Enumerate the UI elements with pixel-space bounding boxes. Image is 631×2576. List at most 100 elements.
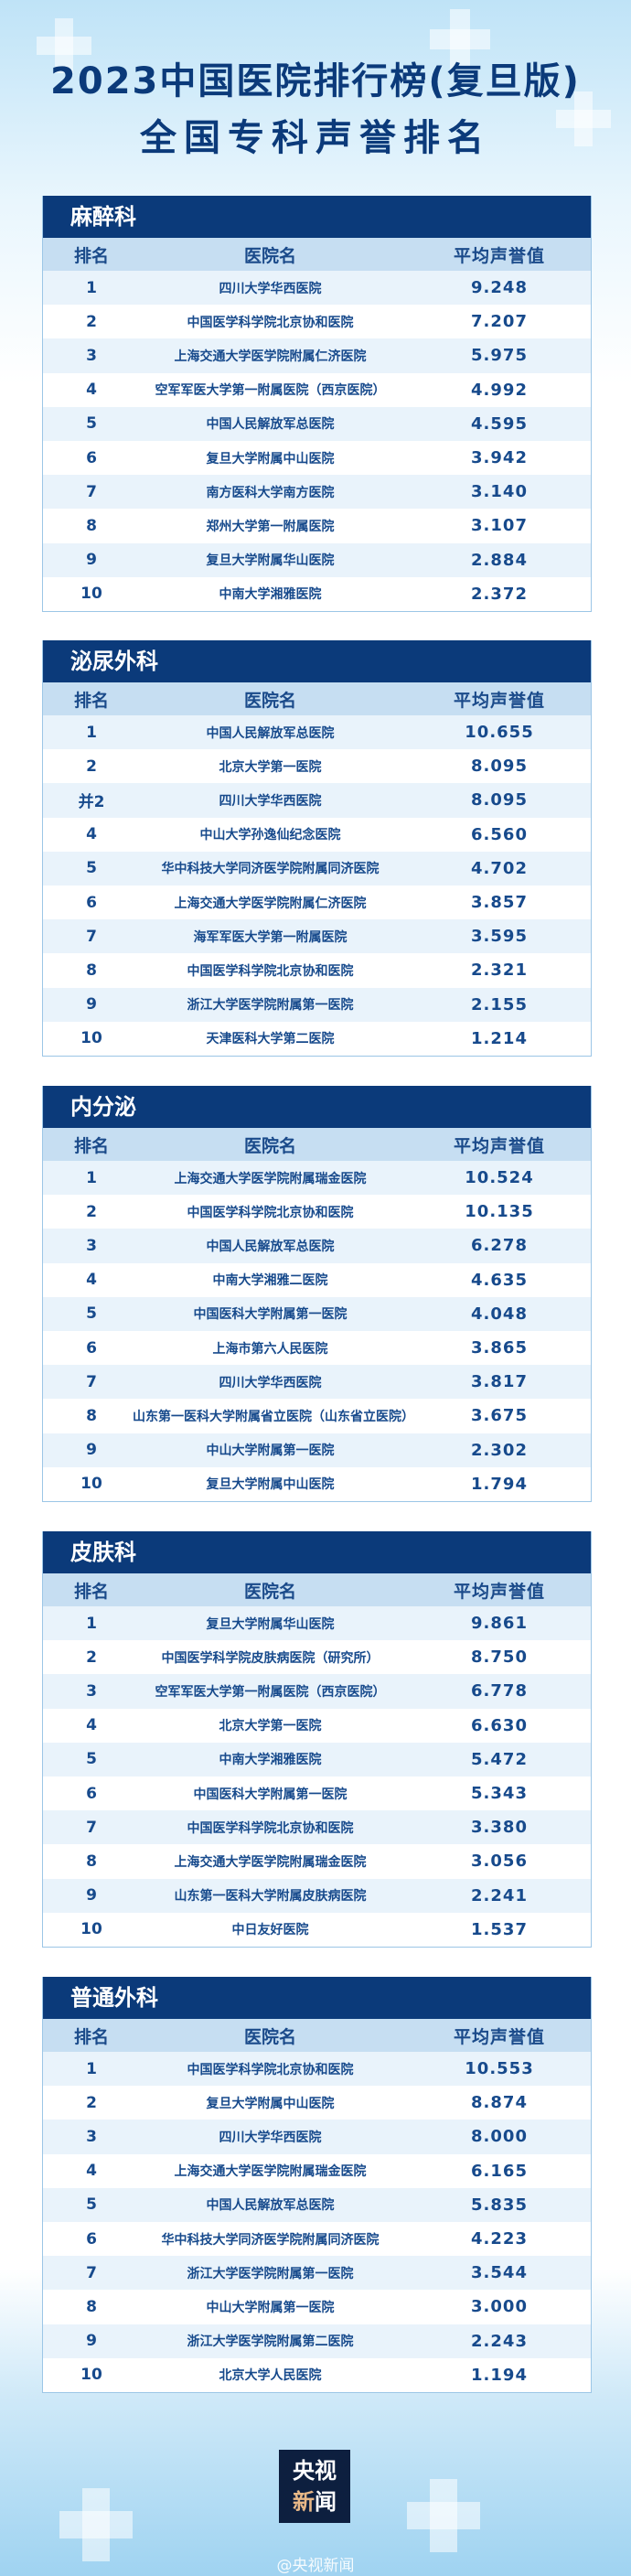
- score-cell: 9.248: [471, 278, 528, 298]
- score-cell: 2.155: [471, 994, 528, 1014]
- score-cell: 6.630: [471, 1715, 528, 1735]
- rank-cell: 9: [86, 551, 97, 570]
- hospital-cell: 中南大学湘雅二医院: [212, 1273, 328, 1289]
- table-row: 7 南方医科大学南方医院 3.140: [43, 475, 591, 510]
- score-cell: 2.372: [471, 584, 528, 604]
- table-row: 4 中南大学湘雅二医院 4.635: [43, 1263, 591, 1297]
- rank-cell: 5: [86, 859, 97, 878]
- rank-cell: 4: [86, 1716, 97, 1735]
- table-row: 5 中国人民解放军总医院 4.595: [43, 406, 591, 441]
- score-cell: 1.194: [471, 2365, 528, 2385]
- score-cell: 6.165: [471, 2161, 528, 2181]
- table-row: 2 中国医学科学院北京协和医院 7.207: [43, 305, 591, 338]
- hospital-cell: 浙江大学医学院附属第二医院: [187, 2334, 354, 2350]
- table-row: 3 四川大学华西医院 8.000: [43, 2120, 591, 2154]
- hospital-cell: 中国人民解放军总医院: [206, 417, 335, 433]
- score-cell: 7.207: [471, 312, 528, 332]
- score-cell: 4.635: [471, 1270, 528, 1290]
- score-cell: 1.537: [471, 1919, 528, 1939]
- rank-cell: 4: [86, 381, 97, 400]
- table-row: 2 中国医学科学院北京协和医院 10.135: [43, 1195, 591, 1229]
- score-cell: 8.874: [471, 2093, 528, 2113]
- table-row: 8 中国医学科学院北京协和医院 2.321: [43, 953, 591, 987]
- hospital-cell: 上海交通大学医学院附属瑞金医院: [174, 1171, 367, 1186]
- table-row: 10 复旦大学附属中山医院 1.794: [43, 1467, 591, 1501]
- score-cell: 5.975: [471, 346, 528, 366]
- score-cell: 8.750: [471, 1648, 528, 1668]
- table-title: 麻醉科: [43, 196, 591, 238]
- rank-cell: 1: [86, 723, 97, 742]
- hospital-cell: 中国人民解放军总医院: [206, 725, 335, 741]
- score-cell: 2.241: [471, 1885, 528, 1905]
- score-cell: 8.095: [471, 790, 528, 810]
- hospital-cell: 四川大学华西医院: [219, 1375, 322, 1390]
- table-row: 4 上海交通大学医学院附属瑞金医院 6.165: [43, 2154, 591, 2188]
- rank-cell: 8: [86, 516, 97, 535]
- table-row: 9 浙江大学医学院附属第一医院 2.155: [43, 987, 591, 1022]
- table-row: 2 北京大学第一医院 8.095: [43, 749, 591, 783]
- rank-cell: 3: [86, 1236, 97, 1255]
- hospital-cell: 复旦大学附属中山医院: [206, 451, 335, 467]
- hospital-cell: 中国医科大学附属第一医院: [193, 1307, 348, 1323]
- rank-cell: 7: [86, 1818, 97, 1837]
- table-row: 2 复旦大学附属中山医院 8.874: [43, 2086, 591, 2120]
- rank-cell: 10: [80, 1029, 102, 1048]
- score-cell: 5.472: [471, 1749, 528, 1769]
- column-header-rank: 排名: [73, 2026, 109, 2047]
- hospital-cell: 天津医科大学第二医院: [206, 1032, 335, 1047]
- decorative-cross: [37, 37, 91, 55]
- hospital-cell: 山东第一医科大学附属省立医院（山东省立医院）: [133, 1409, 414, 1424]
- table-row: 7 四川大学华西医院 3.817: [43, 1365, 591, 1400]
- table-row: 8 郑州大学第一附属医院 3.107: [43, 509, 591, 542]
- rank-cell: 9: [86, 1886, 97, 1905]
- table-body: 1 中国人民解放军总医院 10.655 2 北京大学第一医院 8.095 并2 四川大学华西医…: [43, 715, 591, 1056]
- rank-cell: 7: [86, 927, 97, 946]
- table-row: 4 北京大学第一医院 6.630: [43, 1709, 591, 1743]
- score-cell: 5.343: [471, 1784, 528, 1804]
- ranking-table: 普通外科 排名 医院名 平均声誉值 1 中国医学科学院北京协和医院 10.553 2 复旦大学附…: [42, 1977, 592, 2393]
- hospital-cell: 复旦大学附属中山医院: [206, 2096, 335, 2111]
- column-header-score: 平均声誉值: [453, 245, 545, 266]
- rank-cell: 2: [86, 1202, 97, 1221]
- column-header-hospital: 医院名: [243, 245, 296, 266]
- ranking-table: 皮肤科 排名 医院名 平均声誉值 1 复旦大学附属华山医院 9.861 2 中国医学科学院皮肤病…: [42, 1531, 592, 1948]
- rank-cell: 1: [86, 278, 97, 297]
- rank-cell: 5: [86, 414, 97, 434]
- table-row: 6 上海交通大学医学院附属仁济医院 3.857: [43, 886, 591, 919]
- table-row: 10 北京大学人民医院 1.194: [43, 2358, 591, 2392]
- column-header-hospital: 医院名: [243, 1581, 296, 1602]
- hospital-cell: 中山大学孙逸仙纪念医院: [199, 828, 341, 843]
- score-cell: 10.655: [465, 723, 534, 743]
- ranking-table: 泌尿外科 排名 医院名 平均声誉值 1 中国人民解放军总医院 10.655 2 北京大学第一医院…: [42, 640, 592, 1057]
- rank-cell: 5: [86, 1750, 97, 1769]
- hospital-cell: 中山大学附属第一医院: [206, 1444, 335, 1459]
- table-header: 排名 医院名 平均声誉值: [43, 1128, 591, 1161]
- hospital-cell: 复旦大学附属华山医院: [206, 553, 335, 569]
- hospital-cell: 浙江大学医学院附属第一医院: [187, 998, 354, 1014]
- table-row: 7 海军军医大学第一附属医院 3.595: [43, 919, 591, 954]
- decorative-cross: [430, 29, 490, 49]
- table-row: 并2 四川大学华西医院 8.095: [43, 783, 591, 818]
- weibo-watermark: @央视新闻: [276, 2557, 355, 2575]
- hospital-cell: 中国医学科学院北京协和医院: [187, 2062, 354, 2077]
- logo-char: 新: [293, 2489, 315, 2515]
- column-header-score: 平均声誉值: [453, 1135, 545, 1156]
- table-header: 排名 医院名 平均声誉值: [43, 238, 591, 271]
- table-header: 排名 医院名 平均声誉值: [43, 682, 591, 715]
- hospital-cell: 上海交通大学医学院附属仁济医院: [174, 896, 367, 911]
- table-row: 8 山东第一医科大学附属省立医院（山东省立医院） 3.675: [43, 1399, 591, 1433]
- score-cell: 10.524: [465, 1168, 534, 1188]
- column-header-rank: 排名: [73, 1135, 109, 1156]
- rank-cell: 1: [86, 1614, 97, 1633]
- rank-cell: 1: [86, 1168, 97, 1187]
- rank-cell: 6: [86, 893, 97, 912]
- hospital-cell: 上海交通大学医学院附属瑞金医院: [174, 1854, 367, 1870]
- table-row: 3 空军军医大学第一附属医院（西京医院） 6.778: [43, 1674, 591, 1709]
- hospital-cell: 上海市第六人民医院: [212, 1341, 328, 1357]
- table-row: 6 复旦大学附属中山医院 3.942: [43, 441, 591, 475]
- table-title: 内分泌: [43, 1086, 591, 1128]
- rank-cell: 3: [86, 346, 97, 365]
- hospital-cell: 复旦大学附属中山医院: [206, 1477, 335, 1493]
- hospital-cell: 南方医科大学南方医院: [206, 485, 335, 500]
- score-cell: 2.302: [471, 1440, 528, 1460]
